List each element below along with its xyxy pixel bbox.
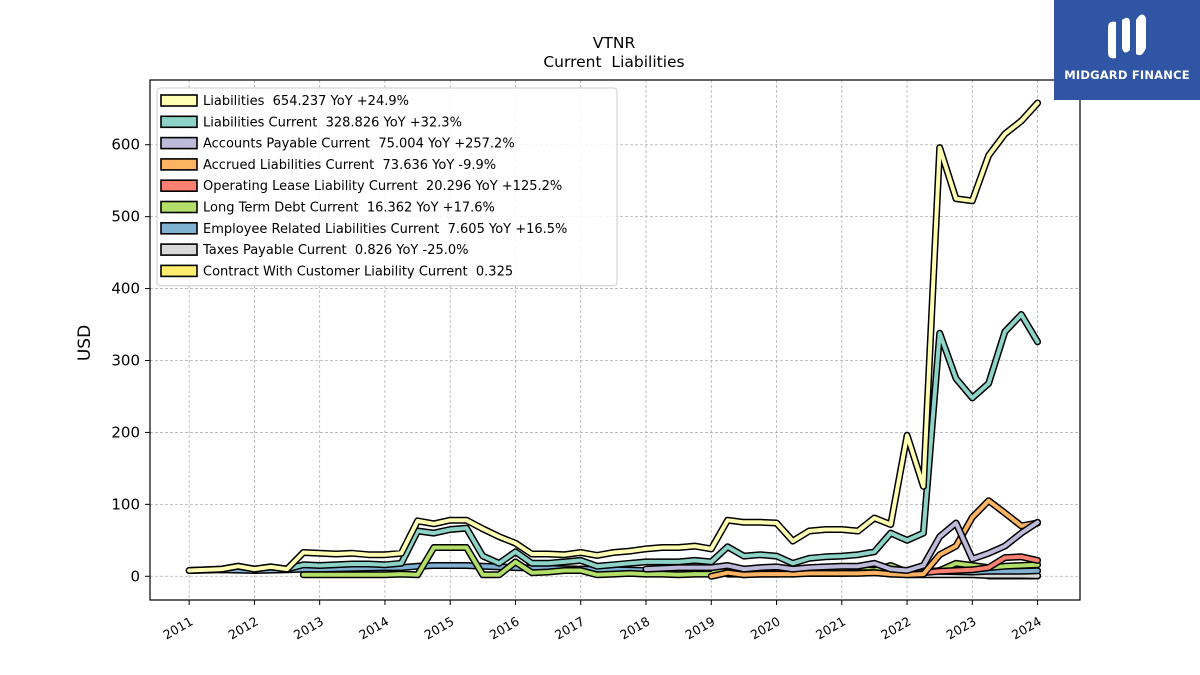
series-accounts-payable-current [642, 518, 1042, 574]
x-axis-ticks: 2011 2012 2013 2014 2015 2016 2017 2018 2019 2020… [160, 600, 1044, 642]
logo-text: MIDGARD FINANCE [1064, 68, 1190, 82]
legend-label: Long Term Debt Current 16.362 YoY +17.6% [203, 201, 495, 216]
legend-item: Taxes Payable Current 0.826 YoY -25.0% [160, 243, 469, 258]
x-tick-label: 2017 [552, 614, 587, 643]
logo-mark-icon [1108, 14, 1146, 59]
x-tick-label: 2013 [291, 614, 326, 643]
legend-label: Employee Related Liabilities Current 7.6… [203, 222, 567, 237]
series-liabilities [185, 99, 1042, 574]
chart-title: VTNR [593, 34, 636, 52]
legend-item: Employee Related Liabilities Current 7.6… [160, 222, 567, 237]
legend-item: Operating Lease Liability Current 20.296… [160, 179, 562, 194]
series-line [187, 101, 1040, 573]
y-axis-ticks: 0 100 200 300 400 500 600 [111, 136, 150, 585]
y-tick-label: 100 [111, 495, 140, 513]
x-tick-label: 2021 [813, 614, 848, 643]
legend-swatch [160, 158, 198, 171]
legend-label: Accrued Liabilities Current 73.636 YoY -… [203, 158, 496, 173]
legend-item: Accrued Liabilities Current 73.636 YoY -… [160, 158, 496, 173]
legend-label: Taxes Payable Current 0.826 YoY -25.0% [202, 243, 469, 258]
y-axis-label: USD [75, 325, 95, 361]
legend-item: Accounts Payable Current 75.004 YoY +257… [160, 136, 515, 152]
legend: Liabilities 654.237 YoY +24.9% Liabilitie… [156, 87, 618, 287]
legend-box [156, 87, 618, 287]
legend-swatch [160, 243, 198, 256]
x-tick-label: 2018 [617, 614, 652, 643]
series-line [187, 312, 1040, 573]
plot-frame [149, 79, 1081, 601]
legend-swatch [160, 115, 198, 129]
series-liabilities-current [185, 311, 1042, 574]
x-tick-label: 2012 [226, 614, 261, 643]
series-layer [185, 99, 1042, 580]
y-tick-label: 400 [111, 280, 140, 298]
series-accrued-liabilities-current [707, 497, 1042, 580]
legend-swatch [160, 264, 198, 278]
legend-item: Long Term Debt Current 16.362 YoY +17.6% [160, 200, 495, 216]
x-tick-label: 2011 [160, 614, 195, 643]
legend-item: Liabilities 654.237 YoY +24.9% [160, 94, 409, 109]
y-tick-label: 500 [111, 208, 140, 226]
legend-swatch [160, 179, 198, 192]
y-tick-label: 200 [111, 423, 140, 441]
legend-swatch [160, 94, 198, 107]
x-tick-label: 2024 [1009, 614, 1044, 643]
chart-subtitle: Current Liabilities [543, 53, 684, 71]
legend-swatch [160, 200, 198, 214]
x-tick-label: 2020 [748, 614, 783, 643]
x-tick-label: 2016 [487, 614, 522, 643]
legend-swatch [160, 136, 198, 150]
x-tick-label: 2015 [421, 614, 456, 643]
legend-label: Liabilities Current 328.826 YoY +32.3% [203, 115, 462, 130]
brand-logo: MIDGARD FINANCE [1054, 0, 1200, 100]
y-tick-label: 0 [130, 567, 140, 585]
legend-item: Liabilities Current 328.826 YoY +32.3% [160, 115, 462, 130]
legend-label: Operating Lease Liability Current 20.296… [203, 179, 562, 194]
series-line [709, 498, 1040, 579]
series-line [644, 520, 1040, 573]
legend-label: Contract With Customer Liability Current… [203, 264, 513, 279]
x-tick-label: 2022 [878, 614, 913, 643]
y-tick-label: 300 [111, 351, 140, 369]
legend-swatch [160, 222, 198, 235]
x-tick-label: 2019 [683, 614, 718, 643]
x-tick-label: 2023 [944, 614, 979, 643]
x-tick-label: 2014 [356, 614, 391, 643]
legend-label: Liabilities 654.237 YoY +24.9% [203, 94, 409, 109]
legend-item: Contract With Customer Liability Current… [160, 264, 513, 279]
y-tick-label: 600 [111, 136, 140, 154]
legend-label: Accounts Payable Current 75.004 YoY +257… [203, 137, 515, 152]
